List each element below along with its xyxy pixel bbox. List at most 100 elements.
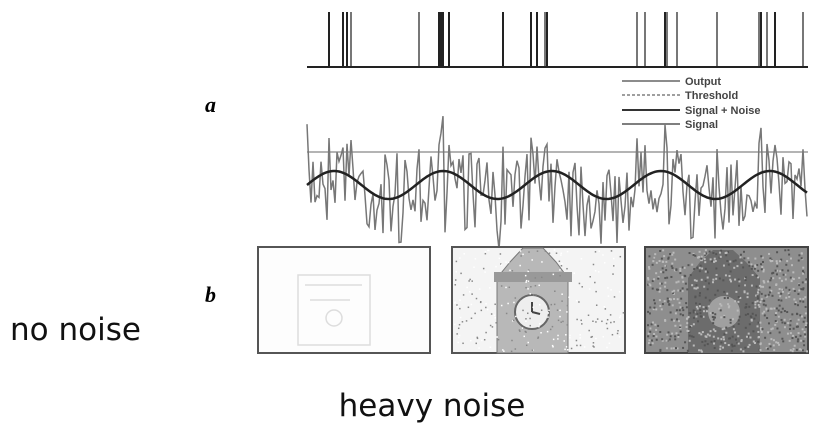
speckle: [799, 298, 801, 300]
speckle: [725, 254, 727, 256]
speckle: [538, 336, 540, 338]
speckle: [704, 340, 706, 342]
speckle: [730, 322, 732, 324]
speckle: [525, 318, 527, 320]
speckle: [713, 343, 715, 345]
speckle: [526, 280, 528, 282]
speckle: [463, 294, 465, 296]
speckle: [595, 338, 597, 340]
speckle: [607, 319, 609, 321]
speckle: [723, 338, 725, 340]
speckle: [501, 305, 503, 307]
speckle: [701, 268, 703, 270]
speckle: [769, 259, 771, 261]
speckle: [610, 289, 612, 291]
speckle: [709, 335, 711, 337]
speckle: [769, 279, 771, 281]
speckle: [541, 261, 543, 263]
speckle: [715, 253, 717, 255]
speckle: [791, 264, 793, 266]
speckle: [564, 349, 566, 351]
speckle: [595, 270, 597, 272]
speckle: [790, 320, 792, 322]
speckle: [607, 328, 609, 330]
speckle: [753, 318, 755, 320]
speckle: [761, 266, 763, 268]
speckle: [784, 274, 786, 276]
speckle: [676, 332, 678, 334]
speckle: [511, 340, 513, 342]
speckle: [793, 298, 795, 300]
speckle: [530, 286, 532, 288]
speckle: [457, 306, 459, 308]
speckle: [519, 329, 521, 331]
speckle: [666, 289, 668, 291]
speckle: [475, 258, 477, 260]
speckle: [722, 328, 724, 330]
speckle: [758, 322, 760, 324]
speckle: [773, 307, 775, 309]
speckle: [686, 306, 688, 308]
speckle: [738, 296, 740, 298]
speckle: [726, 260, 728, 262]
speckle: [668, 304, 670, 306]
speckle: [673, 298, 675, 300]
speckle: [707, 288, 709, 290]
speckle: [708, 305, 710, 307]
speckle: [707, 334, 709, 336]
speckle: [700, 349, 702, 351]
speckle: [671, 267, 673, 269]
speckle: [554, 249, 556, 251]
speckle: [662, 303, 664, 305]
speckle: [613, 265, 615, 267]
panel-label: b: [205, 282, 216, 307]
speckle: [691, 335, 693, 337]
speckle: [754, 268, 756, 270]
speckle: [802, 267, 804, 269]
legend-entry: Signal: [685, 119, 718, 131]
speckle: [779, 277, 781, 279]
speckle: [802, 287, 804, 289]
speckle: [699, 251, 701, 253]
speckle: [735, 259, 737, 261]
speckle: [784, 326, 786, 328]
speckle: [487, 309, 489, 311]
speckle: [746, 336, 748, 338]
speckle: [789, 340, 791, 342]
speckle: [789, 289, 791, 291]
speckle: [462, 343, 464, 345]
speckle: [756, 286, 758, 288]
speckle: [469, 279, 471, 281]
speckle: [684, 341, 686, 343]
speckle: [738, 343, 740, 345]
speckle: [743, 251, 745, 253]
speckle: [730, 270, 732, 272]
speckle: [659, 287, 661, 289]
speckle: [579, 283, 581, 285]
speckle: [560, 253, 562, 255]
speckle: [779, 305, 781, 307]
speckle: [722, 279, 724, 281]
speckle: [776, 265, 778, 267]
speckle: [804, 317, 806, 319]
speckle: [749, 336, 751, 338]
speckle: [620, 315, 622, 317]
speckle: [569, 335, 571, 337]
speckle: [806, 350, 808, 352]
speckle: [654, 253, 656, 255]
legend-entry: Signal + Noise: [685, 105, 761, 117]
caption-bottom: heavy noise: [339, 388, 526, 424]
speckle: [522, 310, 524, 312]
speckle: [566, 311, 568, 313]
speckle: [664, 300, 666, 302]
speckle: [712, 252, 714, 254]
speckle: [731, 350, 733, 352]
speckle: [674, 335, 676, 337]
speckle: [671, 265, 673, 267]
speckle: [687, 330, 689, 332]
speckle: [620, 256, 622, 258]
speckle: [498, 339, 500, 341]
speckle: [495, 317, 497, 319]
speckle: [768, 253, 770, 255]
speckle: [581, 286, 583, 288]
